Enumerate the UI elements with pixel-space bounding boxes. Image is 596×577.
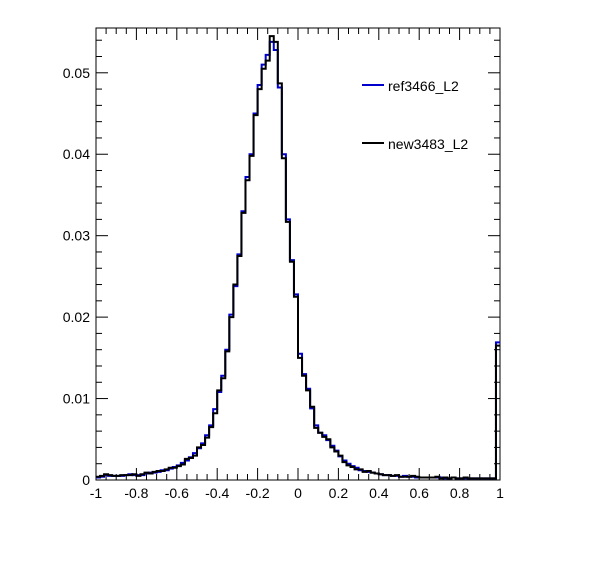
series-ref3466_L2-line <box>96 40 500 480</box>
x-tick-label: 0.4 <box>369 485 389 501</box>
plot-frame <box>95 27 501 481</box>
x-tick-label: 0 <box>294 485 302 501</box>
x-tick-label: -1 <box>90 485 103 501</box>
y-tick-label: 0.03 <box>63 228 90 244</box>
x-tick-label: -0.2 <box>246 485 270 501</box>
y-tick-label: 0.02 <box>63 309 90 325</box>
y-tick-label: 0 <box>82 472 90 488</box>
legend-label-new: new3483_L2 <box>388 136 468 152</box>
x-tick-label: 1 <box>496 485 504 501</box>
x-tick-label: -0.6 <box>165 485 189 501</box>
x-tick-label: 0.2 <box>329 485 349 501</box>
y-tick-label: 0.01 <box>63 391 90 407</box>
y-tick-label: 0.05 <box>63 65 90 81</box>
y-axis-ticks: 0 0.01 0.02 0.03 0.04 0.05 <box>63 39 500 488</box>
series-layer <box>96 35 500 480</box>
x-tick-label: 0.8 <box>450 485 470 501</box>
x-tick-label: -0.4 <box>205 485 229 501</box>
x-axis-ticks: -1 -0.8 -0.6 -0.4 -0.2 0 0.2 0.4 0.6 0.8 1 <box>90 28 504 501</box>
legend: ref3466_L2 new3483_L2 <box>362 78 468 152</box>
x-tick-label: -0.8 <box>124 485 148 501</box>
x-tick-label: 0.6 <box>409 485 429 501</box>
legend-label-ref: ref3466_L2 <box>388 78 459 94</box>
series-new3483_L2-line <box>96 35 500 480</box>
y-tick-label: 0.04 <box>63 146 90 162</box>
